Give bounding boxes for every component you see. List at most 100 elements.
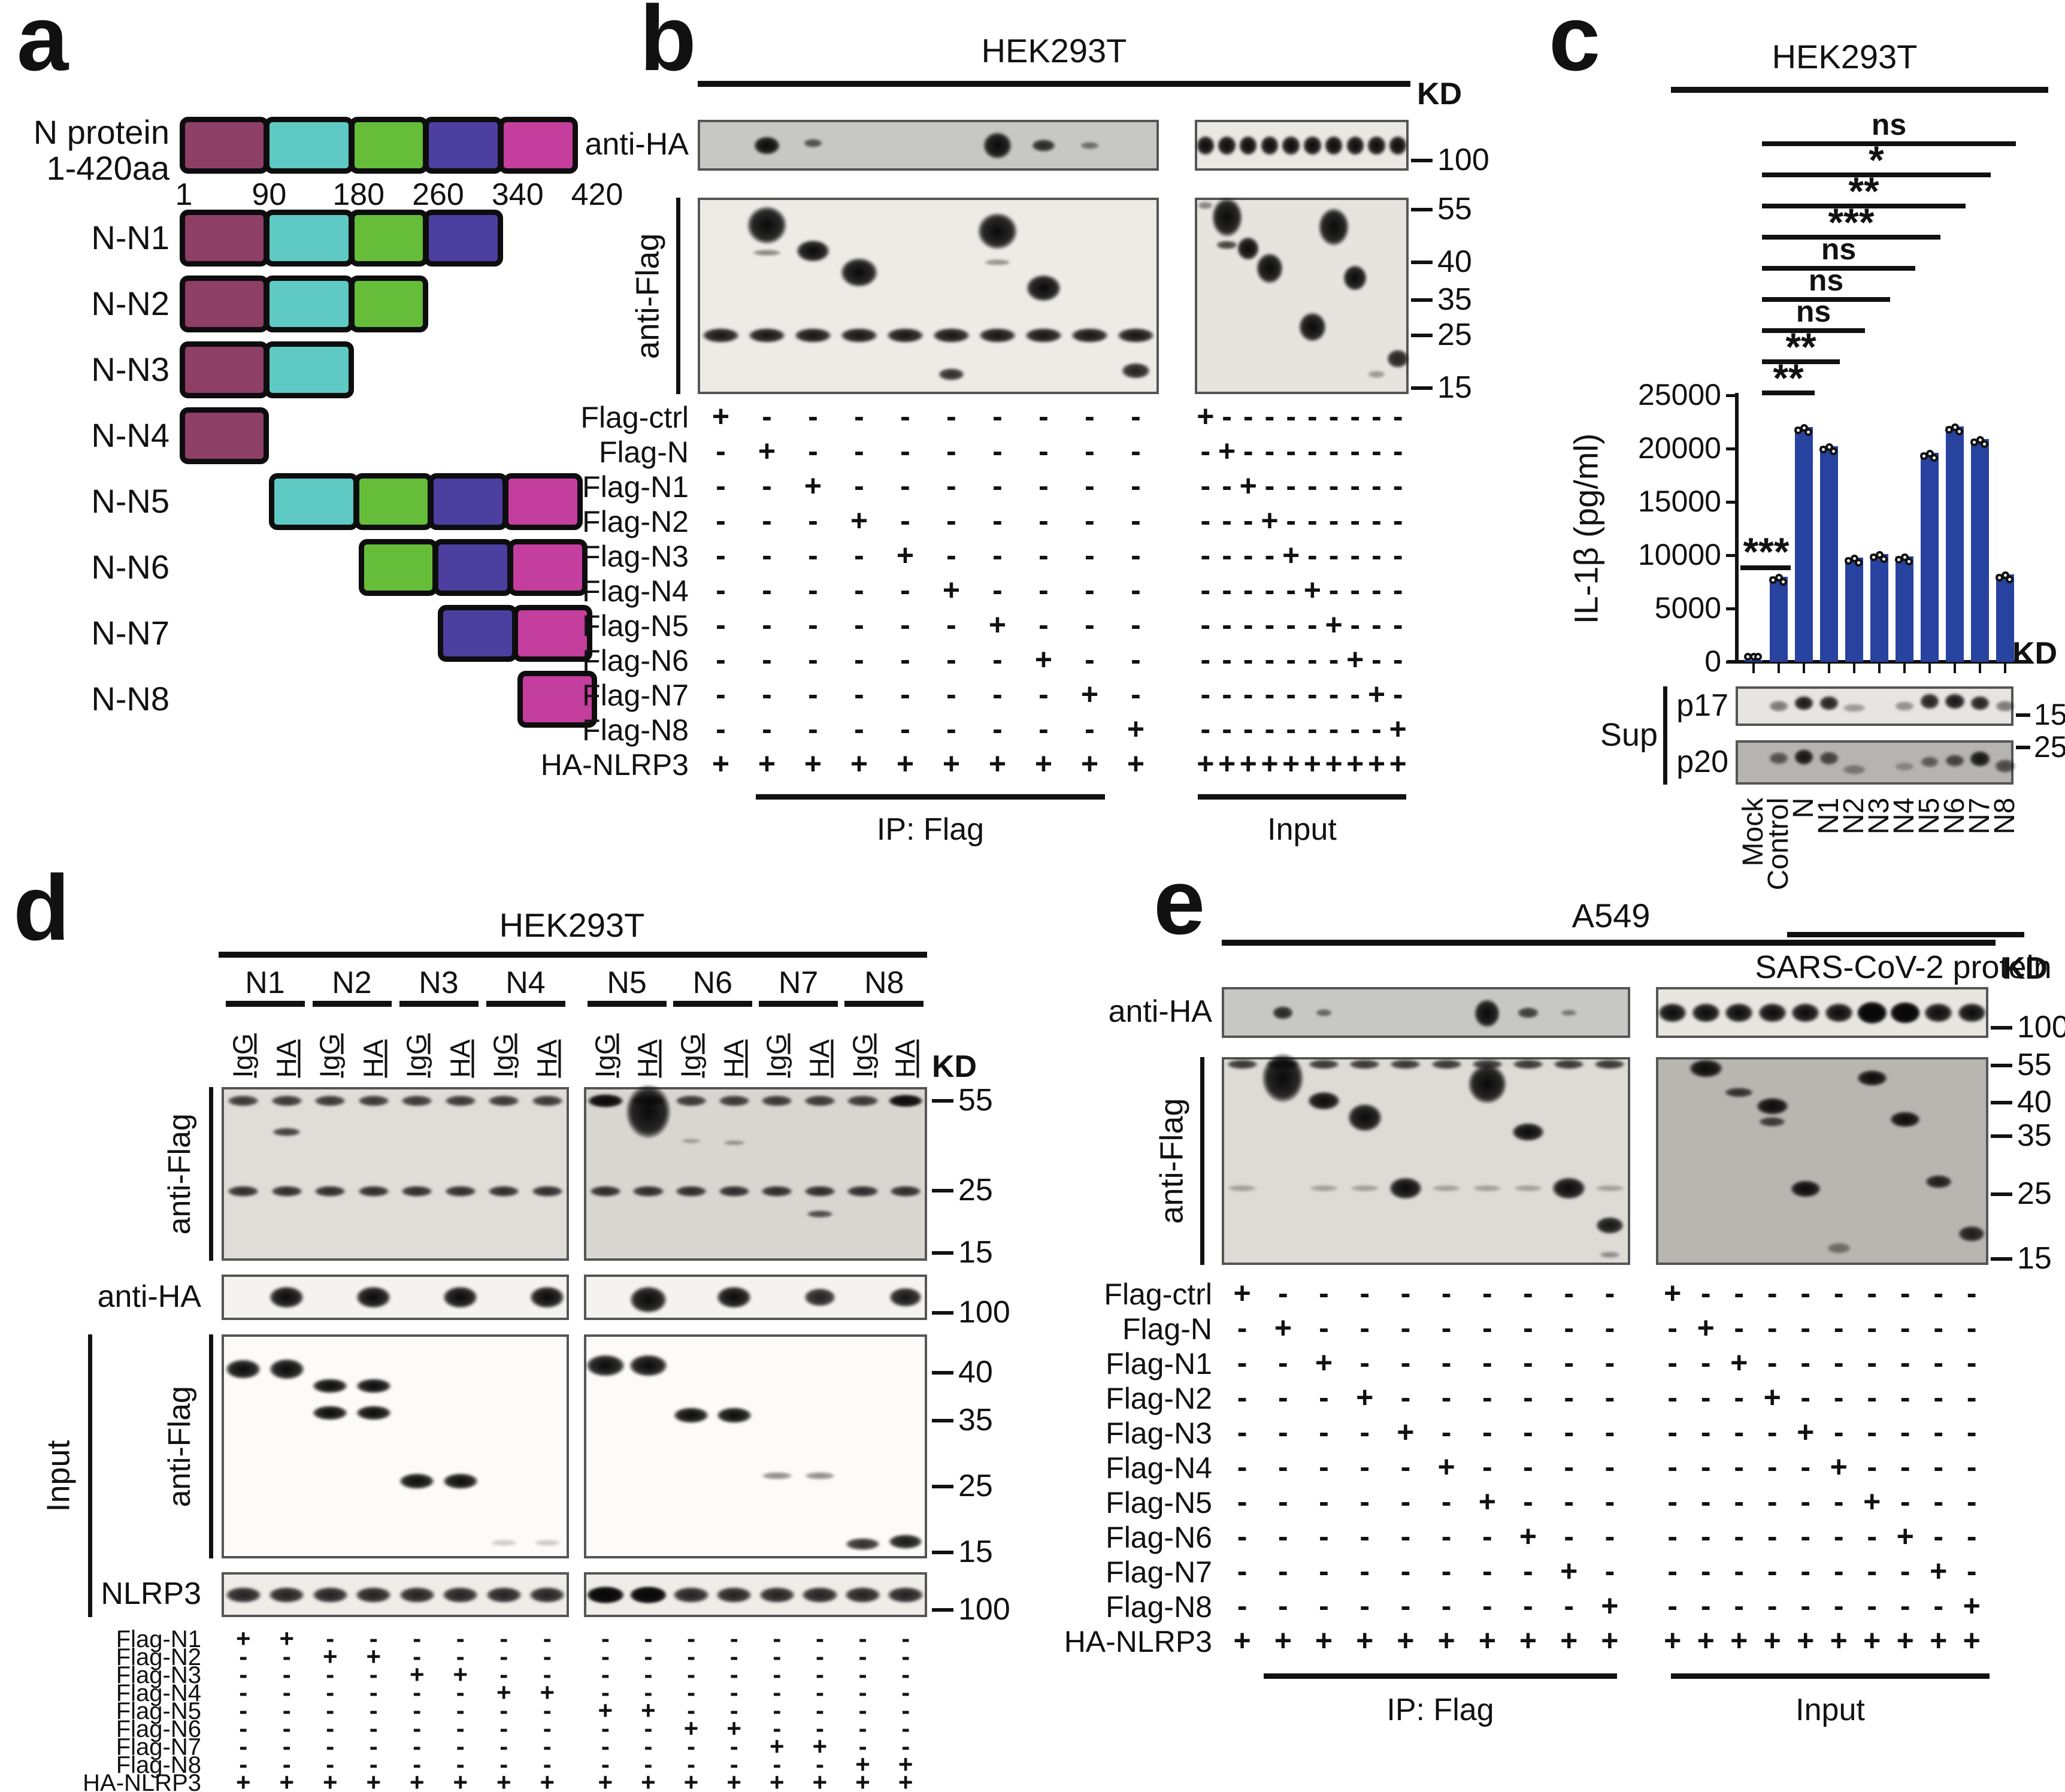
blot-band — [401, 1095, 433, 1107]
panel-e-cell: - — [1523, 1276, 1533, 1310]
blot-band — [761, 1472, 792, 1479]
panel-d-cell: - — [601, 1660, 610, 1688]
blot-band — [629, 1355, 668, 1377]
blot-band — [271, 1186, 302, 1197]
domain-segment-N-linker — [349, 117, 429, 174]
panel-e-cell: - — [1734, 1485, 1745, 1518]
panel-e-cell: - — [1400, 1381, 1411, 1414]
panel-e-cell: + — [1664, 1276, 1682, 1310]
panel-b-cell: - — [1307, 399, 1318, 433]
panel-d-cell: - — [729, 1678, 738, 1706]
panel-e-cell: - — [1319, 1415, 1329, 1449]
panel-b-cell: - — [1243, 643, 1253, 676]
panel-b-cell: - — [1038, 712, 1049, 746]
panel-b-cell: - — [854, 538, 864, 572]
blot-band — [1212, 198, 1242, 237]
sig-label-N: ** — [1773, 356, 1804, 400]
blot-band — [977, 213, 1018, 249]
panel-e-kd-flag-tick — [1991, 1101, 2012, 1104]
panel-e-cell: - — [1237, 1381, 1248, 1414]
lane-label-N4-IgG: IgG — [488, 1033, 519, 1078]
panel-e-kd-flag-tick — [1991, 1192, 2012, 1196]
panel-e-cell: - — [1400, 1485, 1411, 1518]
panel-e-cell: - — [1564, 1311, 1575, 1345]
panel-b-cell: - — [1350, 399, 1361, 433]
panel-d-input-anti-flag-label: anti-Flag — [162, 1385, 197, 1508]
group-underline-N8 — [844, 1001, 924, 1007]
panel-b-cell: - — [1371, 608, 1382, 641]
x-tick — [1752, 662, 1755, 673]
panel-d-cell: - — [729, 1624, 738, 1652]
panel-e-cell: + — [1963, 1624, 1981, 1657]
bar-N1 — [1820, 446, 1838, 662]
blot-band — [761, 1186, 793, 1197]
panel-d-cell: - — [858, 1642, 867, 1670]
sig-label-N8: ns — [1871, 108, 1907, 141]
x-tick — [2004, 662, 2006, 673]
panel-d-cell: + — [366, 1767, 381, 1792]
panel-d-cell: - — [858, 1624, 867, 1652]
blot-band — [795, 328, 831, 343]
group-underline-N5 — [587, 1001, 667, 1007]
blot-band — [716, 1587, 752, 1603]
blot-band — [1239, 135, 1258, 155]
panel-b-cell: + — [1303, 747, 1321, 780]
y-tick — [1726, 660, 1737, 664]
blot-band — [1857, 1070, 1887, 1086]
panel-d-cell: - — [456, 1678, 465, 1706]
panel-b-cell: + — [711, 399, 730, 433]
protein-name-line2: 1-420aa — [46, 149, 169, 187]
panel-e-kd-flag-value: 25 — [2017, 1176, 2052, 1211]
domain-segment-N-nterm — [180, 117, 270, 174]
construct-label-N-N7: N-N7 — [91, 613, 169, 652]
blot-band — [1026, 274, 1061, 301]
panel-d-cell: - — [239, 1732, 248, 1760]
panel-e-cell: + — [1233, 1276, 1251, 1310]
blot-band — [723, 1140, 745, 1145]
blot-band — [313, 1405, 348, 1420]
sig-bracket-line-N3 — [1762, 297, 1890, 302]
panel-d-cell: + — [641, 1767, 656, 1792]
panel-e-row-label-Flag-N6: Flag-N6 — [1106, 1521, 1212, 1554]
panel-d-cell: - — [413, 1732, 422, 1760]
panel-d-cell: - — [543, 1624, 552, 1652]
panel-d-cell: - — [413, 1714, 422, 1742]
panel-d-cell: - — [773, 1714, 782, 1742]
panel-b-kd-flag-value: 40 — [1437, 244, 1472, 279]
panel-b-cell: - — [1307, 643, 1318, 676]
construct-label-N-N3: N-N3 — [91, 350, 169, 388]
panel-b-cell: - — [1286, 712, 1296, 746]
panel-d-cell: - — [282, 1642, 291, 1670]
sig-bracket-line-mock-control — [1740, 565, 1791, 570]
panel-b-cell: + — [1325, 747, 1343, 780]
sig-label-mock-control: *** — [1743, 529, 1790, 574]
panel-b-cell: - — [1131, 608, 1141, 641]
panel-b-cell: + — [850, 504, 868, 537]
panel-d-cell: + — [453, 1767, 468, 1792]
blot-band — [1350, 1185, 1379, 1191]
panel-b-kd-100-tick — [1411, 159, 1433, 162]
data-point — [1855, 558, 1863, 567]
panel-e-cell: - — [1441, 1311, 1452, 1345]
aa-axis-tick-420: 420 — [571, 177, 623, 212]
panel-e-cell: - — [1400, 1276, 1411, 1310]
panel-b-row-label-Flag-N7: Flag-N7 — [582, 679, 689, 712]
panel-b-cell: - — [900, 573, 910, 607]
panel-d-kd-nlrp3-value: 100 — [958, 1591, 1010, 1627]
domain-segment-N-N1-rna_binding — [264, 210, 354, 267]
panel-d-cell: - — [369, 1624, 378, 1652]
panel-d-cell: - — [326, 1714, 335, 1742]
blot-band — [933, 328, 970, 343]
blot-band — [804, 139, 822, 148]
panel-b-cell: - — [716, 643, 726, 676]
panel-e-cell: - — [1667, 1415, 1678, 1449]
panel-d-cell: - — [644, 1714, 653, 1742]
blot-band — [444, 1095, 476, 1107]
panel-b-cell: + — [1346, 747, 1364, 780]
panel-d-input-divider — [87, 1334, 92, 1617]
blot-band — [979, 328, 1016, 343]
panel-d-cell: - — [858, 1732, 867, 1760]
panel-e-cell: - — [1482, 1346, 1492, 1379]
panel-e-cell: + — [1233, 1624, 1251, 1657]
panel-d-cell: - — [901, 1678, 910, 1706]
